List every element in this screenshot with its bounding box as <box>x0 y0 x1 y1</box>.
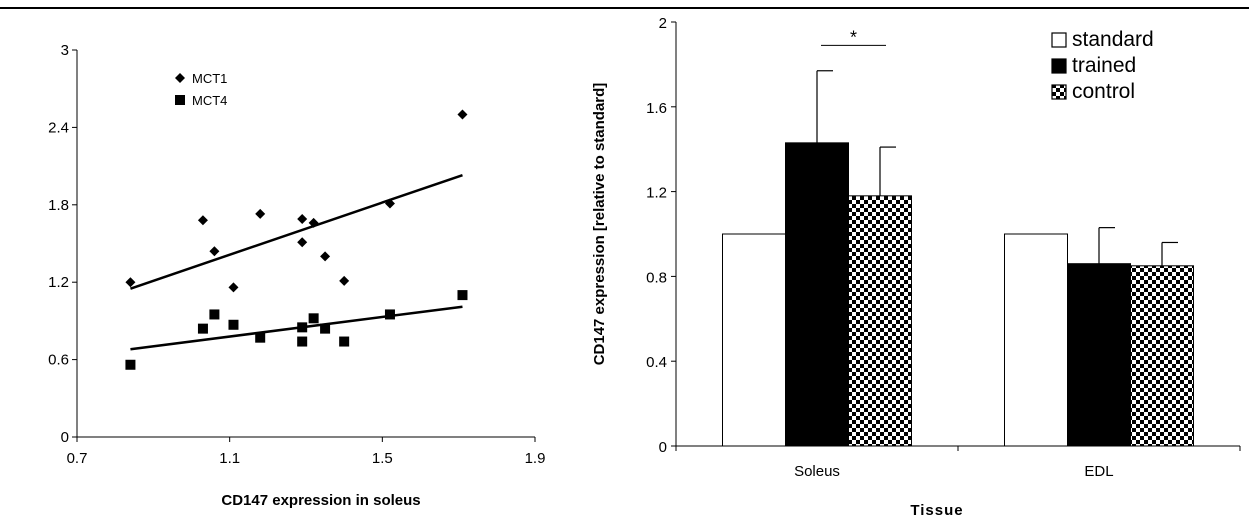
bar-y-tick-label: 0.8 <box>646 269 667 286</box>
scatter-x-tick-label: 1.5 <box>372 450 393 467</box>
bar-edl-standard <box>1004 233 1068 447</box>
significance-star: * <box>850 27 857 47</box>
bar-y-tick-label: 1.2 <box>646 185 667 202</box>
legend-label-trained: trained <box>1072 54 1136 77</box>
bar-soleus-standard <box>722 233 786 447</box>
point-mct4 <box>297 322 308 333</box>
point-mct4 <box>320 323 331 334</box>
bar-soleus-control <box>848 195 912 447</box>
point-mct1 <box>297 213 308 224</box>
point-mct4 <box>197 323 208 334</box>
point-mct1 <box>125 277 136 288</box>
bar-y-axis-label: CD147 expression [relative to standard] <box>591 83 608 366</box>
bar-error-bars <box>816 70 1178 266</box>
legend-label-standard: standard <box>1072 28 1154 51</box>
scatter-x-axis-label: CD147 expression in soleus <box>221 492 420 509</box>
point-mct1 <box>339 275 350 286</box>
point-mct1 <box>228 282 239 293</box>
point-mct1 <box>457 109 468 120</box>
bar-y-tick-label: 2 <box>659 15 667 32</box>
legend-label-mct1: MCT1 <box>192 71 227 86</box>
bar-edl-trained <box>1067 263 1131 447</box>
bar-soleus-trained <box>785 142 849 447</box>
bar-x-axis-label: Tissue <box>910 502 963 519</box>
legend-label-control: control <box>1072 80 1135 103</box>
point-mct1 <box>320 251 331 262</box>
legend-swatch-trained <box>1051 58 1067 74</box>
scatter-y-tick-label: 2.4 <box>48 119 69 136</box>
bar-y-ticks: 0 0.4 0.8 1.2 1.6 2 <box>646 15 676 456</box>
scatter-x-tick-label: 1.1 <box>219 450 240 467</box>
scatter-y-tick-label: 0 <box>61 429 69 446</box>
scatter-y-tick-label: 0.6 <box>48 352 69 369</box>
scatter-trendlines <box>130 173 463 351</box>
legend-marker-mct4 <box>175 95 185 105</box>
point-mct1 <box>255 208 266 219</box>
scatter-x-tick-label: 1.9 <box>525 450 546 467</box>
point-mct4 <box>308 313 319 324</box>
trendline-mct4 <box>130 305 463 351</box>
point-mct1 <box>308 217 319 228</box>
bar-y-tick-label: 0.4 <box>646 354 667 371</box>
bar-edl-control <box>1130 265 1194 447</box>
scatter-y-tick-label: 1.2 <box>48 274 69 291</box>
point-mct4 <box>339 336 350 347</box>
bar-x-tick-label: EDL <box>1084 463 1113 480</box>
bar-y-tick-label: 0 <box>659 439 667 456</box>
legend-marker-mct1 <box>175 73 185 83</box>
point-mct1 <box>197 215 208 226</box>
bar-x-ticks: Soleus EDL <box>675 446 1241 480</box>
significance-annotation: * <box>821 27 886 47</box>
point-mct4 <box>255 332 266 343</box>
bar-x-tick-label: Soleus <box>794 463 840 480</box>
point-mct1 <box>297 237 308 248</box>
scatter-y-tick-label: 3 <box>61 42 69 59</box>
trendline-mct1 <box>130 173 463 290</box>
top-rule <box>0 7 1249 9</box>
bar-y-tick-label: 1.6 <box>646 100 667 117</box>
point-mct1 <box>384 198 395 209</box>
point-mct1 <box>209 246 220 257</box>
point-mct4 <box>457 290 468 301</box>
scatter-x-ticks: 0.7 1.1 1.5 1.9 <box>67 437 546 467</box>
scatter-x-tick-label: 0.7 <box>67 450 88 467</box>
point-mct4 <box>297 336 308 347</box>
point-mct4 <box>228 319 239 330</box>
point-mct4 <box>384 309 395 320</box>
scatter-points <box>125 109 468 370</box>
point-mct4 <box>125 359 136 370</box>
scatter-legend: MCT1 MCT4 <box>175 71 227 108</box>
legend-label-mct4: MCT4 <box>192 93 227 108</box>
bar-legend: standard trained control <box>1051 28 1154 103</box>
point-mct4 <box>209 309 220 320</box>
scatter-chart: 0 0.6 1.2 1.8 2.4 3 0.7 1.1 1.5 1.9 CD147 expres… <box>48 42 545 509</box>
scatter-y-tick-label: 1.8 <box>48 197 69 214</box>
scatter-y-ticks: 0 0.6 1.2 1.8 2.4 3 <box>48 42 77 446</box>
legend-swatch-control <box>1051 84 1067 100</box>
bar-chart: 0 0.4 0.8 1.2 1.6 2 Soleus EDL * CD147 express… <box>591 15 1241 519</box>
legend-swatch-standard <box>1051 32 1067 48</box>
bar-series <box>722 142 1194 447</box>
